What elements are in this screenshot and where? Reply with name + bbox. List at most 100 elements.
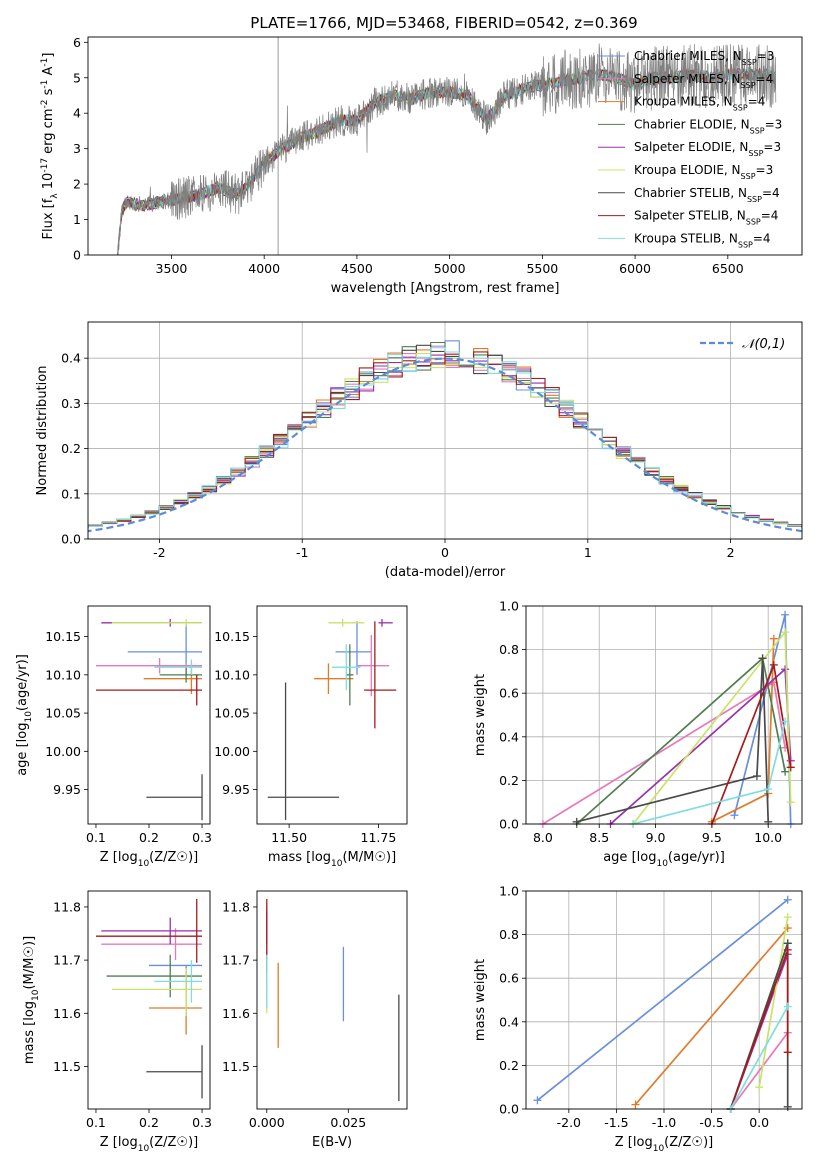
spectrum-ytick-label-3: 3 [73, 141, 81, 156]
spectrum-xtick-label-1: 4000 [248, 261, 280, 276]
weight-vs-age-marker-4-1 [781, 665, 790, 674]
age-vs-z-frame [87, 605, 211, 825]
weight-vs-z-ytick-label-3: 0.6 [499, 971, 519, 986]
residuals-xtick-label-2: 0 [441, 545, 449, 560]
mass-vs-z-xtick-label-0: 0.1 [86, 1115, 106, 1130]
spectrum-xtick-label-0: 3500 [156, 261, 188, 276]
spectrum-lines [117, 37, 777, 255]
age-vs-mass-xlabel: mass [log10(M/M☉)] [268, 850, 396, 869]
weight-vs-z-marker-0-1 [783, 895, 792, 904]
weight-vs-z-ytick-label-2: 0.4 [499, 1014, 519, 1029]
weight-vs-age-ytick-label-1: 0.2 [499, 773, 519, 788]
age-vs-mass-ytick-label-0: 9.95 [222, 782, 250, 797]
weight-vs-z-series [533, 895, 792, 1113]
weight-vs-z-marker-5-1 [783, 913, 792, 922]
weight-vs-age-marker-7-1 [769, 660, 778, 669]
weight-vs-age-ytick-label-3: 0.6 [499, 686, 519, 701]
mass-vs-ebv-xtick-label-1: 0.025 [330, 1115, 366, 1130]
mass-vs-ebv-ytick-label-1: 11.6 [222, 1006, 250, 1021]
weight-vs-z-ytick-label-5: 1.0 [499, 884, 519, 899]
weight-vs-age-marker-8-2 [781, 717, 790, 726]
weight-vs-age-xtick-label-0: 8.0 [533, 830, 553, 845]
weight-vs-z-line-1 [729, 1032, 789, 1110]
legend-label-4: Salpeter ELODIE, NSSP=3 [634, 140, 781, 158]
mass-vs-z-xlabel: Z [log10(Z/Z☉)] [100, 1135, 198, 1154]
residuals-xtick-label-3: 1 [584, 545, 592, 560]
weight-vs-z-xlabel: Z [log10(Z/Z☉)] [615, 1135, 713, 1154]
spectrum-ytick-label-6: 6 [73, 35, 81, 50]
spectrum-xtick-label-2: 4500 [341, 261, 373, 276]
weight-vs-age-xlabel: age [log10(age/yr)] [603, 850, 725, 869]
weight-vs-z-line-2 [634, 927, 789, 1106]
age-vs-mass-xtick-label-0: 11.50 [271, 830, 307, 845]
weight-vs-z-marker-8-1 [783, 1002, 792, 1011]
weight-vs-age-xtick-label-2: 9.0 [646, 830, 666, 845]
mass-vs-z-ytick-label-1: 11.6 [53, 1006, 81, 1021]
weight-vs-age-marker-7-2 [786, 763, 795, 772]
residuals-ytick-label-2: 0.2 [61, 441, 81, 456]
weight-vs-age-xtick-label-3: 9.5 [702, 830, 722, 845]
weight-vs-age-line-6 [576, 658, 770, 823]
residuals-xtick-label-0: -2 [153, 545, 165, 560]
age-vs-z-axes: 0.1 0.2 0.3 9.95 10.00 10.05 10.10 10.15 [45, 629, 212, 845]
plots-layer: 3500 4000 4500 5000 5500 6000 6500 0 1 2 3 4 5 6 wavel… [15, 35, 803, 1154]
legend-label-5: Kroupa ELODIE, NSSP=3 [634, 163, 773, 181]
residuals-xtick-label-4: 2 [727, 545, 735, 560]
weight-vs-age-ytick-label-4: 0.8 [499, 642, 519, 657]
mass-vs-z-axes: 0.1 0.2 0.3 11.5 11.6 11.7 11.8 [53, 899, 212, 1130]
age-vs-mass-ytick-label-1: 10.00 [214, 744, 250, 759]
spectrum-axes: 3500 4000 4500 5000 5500 6000 6500 0 1 2 3 4 5 6 [73, 35, 744, 276]
spectrum-xtick-label-3: 5000 [434, 261, 466, 276]
legend-label-1: Salpeter MILES, NSSP=4 [634, 72, 773, 90]
weight-vs-z-ylabel: mass weight [473, 959, 488, 1041]
spectrum-ytick-label-5: 5 [73, 70, 81, 85]
residuals-ytick-label-1: 0.1 [61, 486, 81, 501]
weight-vs-z-line-5 [758, 917, 789, 1088]
spectrum-ytick-label-2: 2 [73, 177, 81, 192]
spectrum-ylabel: Flux [fλ 10-17 erg cm-2 s-1 A-1] [40, 53, 60, 240]
weight-vs-z-frame [525, 890, 803, 1110]
weight-vs-age-marker-2-2 [769, 634, 778, 643]
weight-vs-age-marker-0-1 [781, 610, 790, 619]
weight-vs-z-marker-7-1 [783, 945, 792, 954]
age-vs-z-ytick-label-2: 10.05 [45, 706, 81, 721]
residuals-xtick-label-1: -1 [296, 545, 308, 560]
spectrum-xtick-label-6: 6500 [712, 261, 744, 276]
age-vs-mass-points [267, 619, 397, 821]
mass-vs-z-ylabel: mass [log10(M/M☉)] [22, 936, 41, 1064]
weight-vs-z-line-8 [729, 1006, 789, 1110]
weight-vs-age-ytick-label-2: 0.4 [499, 729, 519, 744]
weight-vs-age-ytick-label-0: 0.0 [499, 817, 519, 832]
mass-vs-z-frame [87, 890, 211, 1110]
spectrum-xtick-label-5: 6000 [619, 261, 651, 276]
weight-vs-z-marker-2-0 [631, 1100, 640, 1109]
weight-vs-z-marker-6-2 [783, 1102, 792, 1111]
gaussian-reference-curve [88, 357, 802, 533]
age-vs-z-xtick-label-1: 0.2 [139, 830, 159, 845]
weight-vs-z-xtick-label-0: -2.0 [557, 1115, 581, 1130]
weight-vs-age-frame [525, 605, 803, 825]
residuals-xlabel: (data-model)/error [385, 565, 506, 580]
age-vs-z-xlabel: Z [log10(Z/Z☉)] [100, 850, 198, 869]
weight-vs-z-ytick-label-0: 0.0 [499, 1102, 519, 1117]
weight-vs-age-ylabel: mass weight [473, 674, 488, 756]
weight-vs-age-marker-3-2 [781, 767, 790, 776]
mass-vs-ebv-ytick-label-0: 11.5 [222, 1059, 250, 1074]
weight-vs-z-xtick-label-3: -0.5 [699, 1115, 723, 1130]
mass-vs-ebv-frame [256, 890, 408, 1110]
mass-vs-ebv-ytick-label-2: 11.7 [222, 953, 250, 968]
mass-vs-z-xtick-label-2: 0.3 [192, 1115, 212, 1130]
age-vs-mass-ytick-label-3: 10.10 [214, 667, 250, 682]
age-vs-z-ylabel: age [log10(age/yr)] [15, 654, 34, 776]
age-vs-z-ytick-label-3: 10.10 [45, 667, 81, 682]
mass-vs-ebv-points [266, 898, 400, 1102]
gaussian-legend-label: 𝒩(0,1) [742, 337, 785, 352]
residuals-ytick-label-4: 0.4 [61, 351, 81, 366]
spectrum-xtick-label-4: 5500 [526, 261, 558, 276]
residuals-ytick-label-0: 0.0 [61, 532, 81, 547]
weight-vs-age-marker-6-3 [764, 817, 773, 826]
legend-label-8: Kroupa STELIB, NSSP=4 [634, 231, 771, 249]
weight-vs-age-marker-8-1 [764, 785, 773, 794]
mass-vs-z-ytick-label-2: 11.7 [53, 953, 81, 968]
legend-label-3: Chabrier ELODIE, NSSP=3 [634, 117, 782, 135]
